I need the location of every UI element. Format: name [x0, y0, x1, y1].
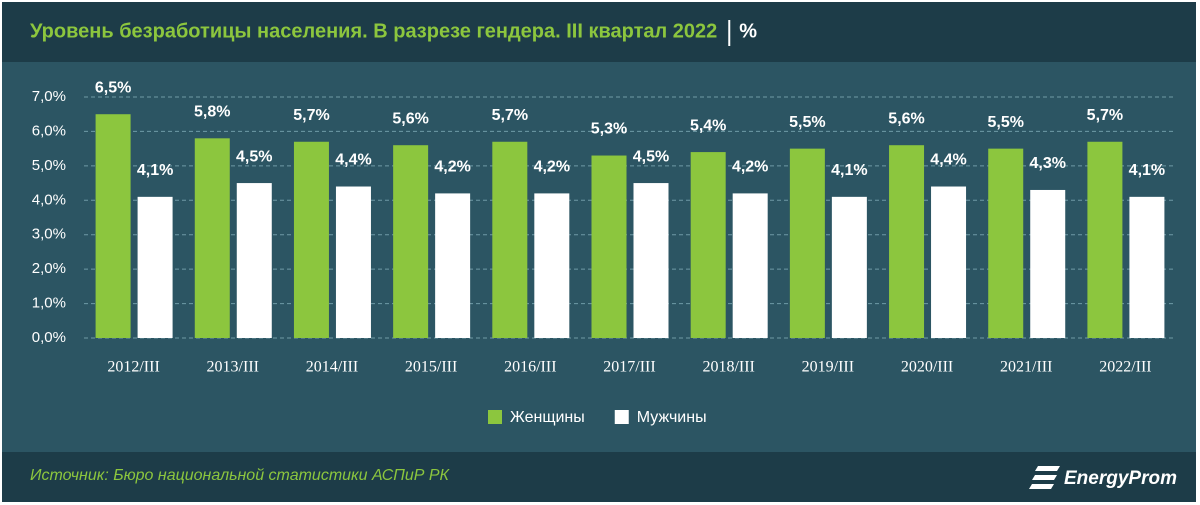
- bar: [690, 152, 726, 338]
- value-label: 6,5%: [95, 79, 131, 96]
- legend-swatch: [488, 410, 502, 424]
- y-tick-label: 4,0%: [32, 191, 66, 208]
- y-tick-label: 3,0%: [32, 226, 66, 243]
- legend-label: Мужчины: [637, 409, 707, 426]
- x-tick-label: 2017/III: [603, 359, 655, 376]
- bar: [534, 193, 570, 338]
- value-label: 5,5%: [987, 114, 1023, 131]
- legend-swatch: [614, 410, 629, 424]
- bar: [732, 193, 768, 338]
- bar: [889, 145, 925, 338]
- value-label: 4,4%: [335, 152, 371, 169]
- y-tick-label: 2,0%: [32, 260, 66, 277]
- x-tick-label: 2015/III: [405, 359, 457, 376]
- x-tick-label: 2012/III: [107, 359, 159, 376]
- source-note: Источник: Бюро национальной статистики А…: [30, 467, 451, 484]
- y-tick-label: 6,0%: [32, 122, 66, 139]
- y-tick-label: 0,0%: [32, 329, 66, 346]
- y-tick-label: 5,0%: [32, 157, 66, 174]
- logo-text: EnergyProm: [1064, 468, 1177, 489]
- bar: [137, 196, 173, 338]
- bar: [393, 145, 429, 338]
- value-label: 4,5%: [633, 148, 669, 165]
- header-band: [2, 2, 1196, 62]
- bar: [95, 114, 131, 338]
- value-label: 5,6%: [392, 110, 428, 127]
- value-label: 5,4%: [690, 117, 726, 134]
- value-label: 4,4%: [930, 152, 966, 169]
- x-tick-label: 2022/III: [1099, 359, 1151, 376]
- bar: [988, 148, 1024, 338]
- bar: [931, 186, 967, 338]
- bar: [293, 141, 329, 338]
- bar: [1030, 189, 1066, 338]
- value-label: 4,1%: [831, 162, 867, 179]
- value-label: 5,3%: [591, 121, 627, 138]
- value-label: 4,3%: [1029, 155, 1065, 172]
- value-label: 4,1%: [137, 162, 173, 179]
- value-label: 5,7%: [1087, 107, 1123, 124]
- logo-icon: [1029, 466, 1060, 489]
- value-label: 5,7%: [492, 107, 528, 124]
- chart-title: Уровень безработицы населения. В разрезе…: [30, 20, 717, 42]
- value-label: 4,2%: [434, 159, 470, 176]
- bar: [194, 138, 230, 338]
- value-label: 5,8%: [194, 104, 230, 121]
- legend-label: Женщины: [510, 409, 585, 426]
- x-tick-label: 2021/III: [1000, 359, 1052, 376]
- value-label: 5,7%: [293, 107, 329, 124]
- y-tick-label: 1,0%: [32, 295, 66, 312]
- x-tick-label: 2013/III: [207, 359, 259, 376]
- bar: [591, 155, 627, 338]
- bar: [435, 193, 471, 338]
- value-label: 5,5%: [789, 114, 825, 131]
- value-label: 4,2%: [732, 159, 768, 176]
- bar: [1087, 141, 1123, 338]
- footer-band: [2, 452, 1196, 502]
- bar: [831, 196, 867, 338]
- bar: [633, 183, 669, 338]
- bar: [236, 183, 272, 338]
- bar: [335, 186, 371, 338]
- value-label: 4,5%: [236, 148, 272, 165]
- logo-mark: [1029, 466, 1060, 489]
- value-label: 4,1%: [1129, 162, 1165, 179]
- x-tick-label: 2019/III: [802, 359, 854, 376]
- value-label: 5,6%: [888, 110, 924, 127]
- value-label: 4,2%: [534, 159, 570, 176]
- x-tick-label: 2014/III: [306, 359, 358, 376]
- x-tick-label: 2018/III: [702, 359, 754, 376]
- bar: [1129, 196, 1165, 338]
- y-tick-label: 7,0%: [32, 88, 66, 105]
- chart-unit: %: [739, 20, 757, 42]
- x-tick-label: 2020/III: [901, 359, 953, 376]
- bar: [492, 141, 528, 338]
- bar: [789, 148, 825, 338]
- x-tick-label: 2016/III: [504, 359, 556, 376]
